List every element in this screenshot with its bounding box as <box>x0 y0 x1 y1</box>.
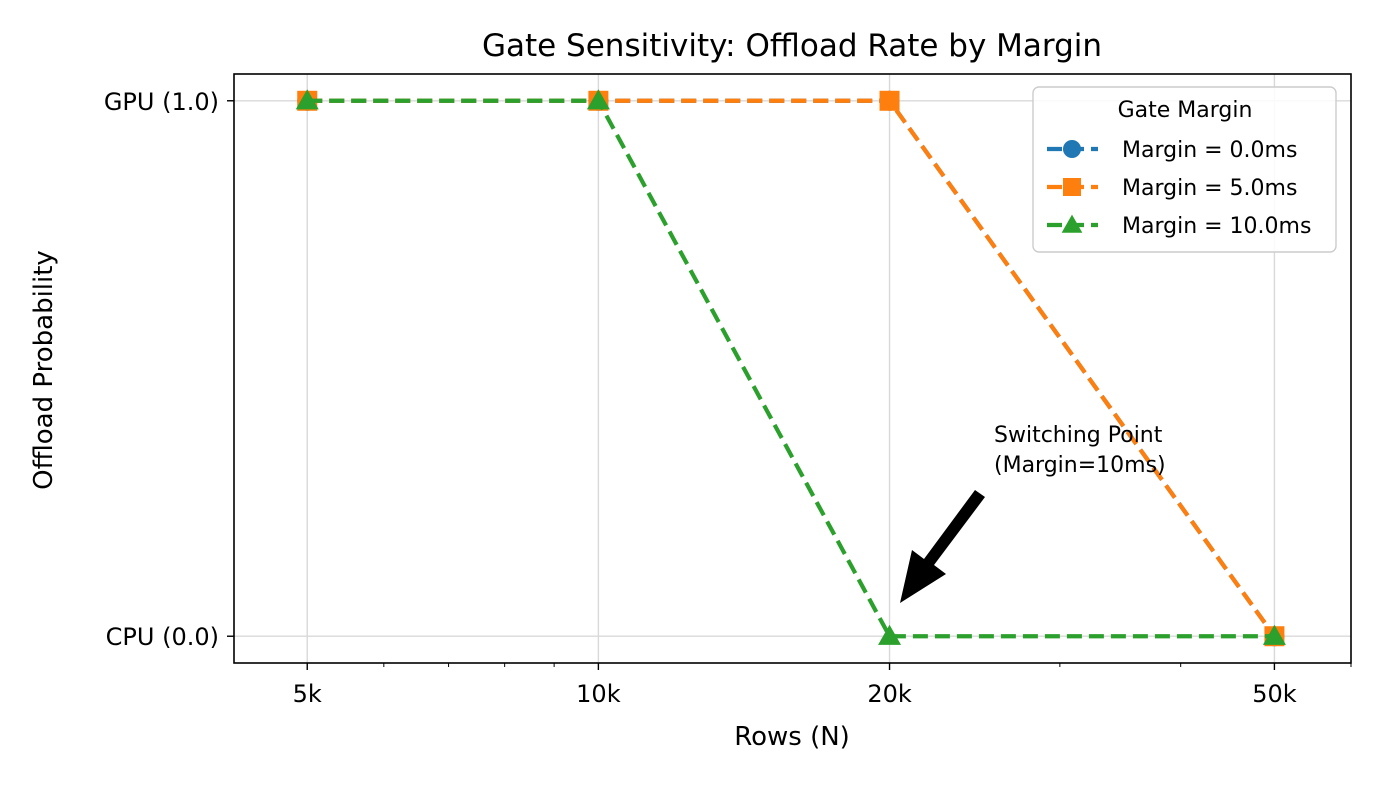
x-tick-label: 20k <box>867 680 912 708</box>
data-point <box>879 90 900 111</box>
legend-label: Margin = 0.0ms <box>1122 138 1297 163</box>
series-line <box>307 98 1275 639</box>
chart-title: Gate Sensitivity: Offload Rate by Margin <box>482 28 1102 64</box>
legend-entry: Margin = 10.0ms <box>1047 214 1311 239</box>
annotation-line-1: Switching Point <box>994 423 1163 448</box>
legend-entry: Margin = 5.0ms <box>1047 176 1297 201</box>
y-axis-label: Offload Probability <box>29 250 59 490</box>
data-point <box>586 89 610 110</box>
series-layer <box>295 89 1286 647</box>
data-point <box>878 624 902 645</box>
x-axis-label: Rows (N) <box>734 722 850 752</box>
legend-label: Margin = 10.0ms <box>1122 214 1311 239</box>
data-point <box>1262 624 1286 645</box>
legend-marker <box>1063 178 1081 196</box>
plot-frame <box>233 73 1352 664</box>
legend-marker <box>1061 214 1083 233</box>
legend-marker <box>1063 140 1081 158</box>
y-tick-label: CPU (0.0) <box>106 623 219 651</box>
x-tick-label: 50k <box>1252 680 1297 708</box>
data-point <box>295 89 319 110</box>
legend-entry: Margin = 0.0ms <box>1047 138 1297 163</box>
legend-box <box>1032 86 1337 253</box>
legend: Gate Margin Margin = 0.0ms Margin = 5.0ms… <box>1032 86 1337 253</box>
annotation-line-2: (Margin=10ms) <box>994 453 1166 478</box>
x-tick-label: 5k <box>293 680 322 708</box>
series-3 <box>295 89 1286 645</box>
annotation: Switching Point (Margin=10ms) <box>900 423 1169 603</box>
legend-title: Gate Margin <box>1118 98 1253 123</box>
x-tick-label: 10k <box>576 680 621 708</box>
axis-ticks: 5k 10k 20k 50k GPU (1.0) CPU (0.0) <box>104 88 1352 708</box>
y-tick-label: GPU (1.0) <box>104 88 219 116</box>
annotation-arrow <box>900 490 985 603</box>
annotation-label: Switching Point (Margin=10ms) <box>994 423 1169 478</box>
legend-label: Margin = 5.0ms <box>1122 176 1297 201</box>
